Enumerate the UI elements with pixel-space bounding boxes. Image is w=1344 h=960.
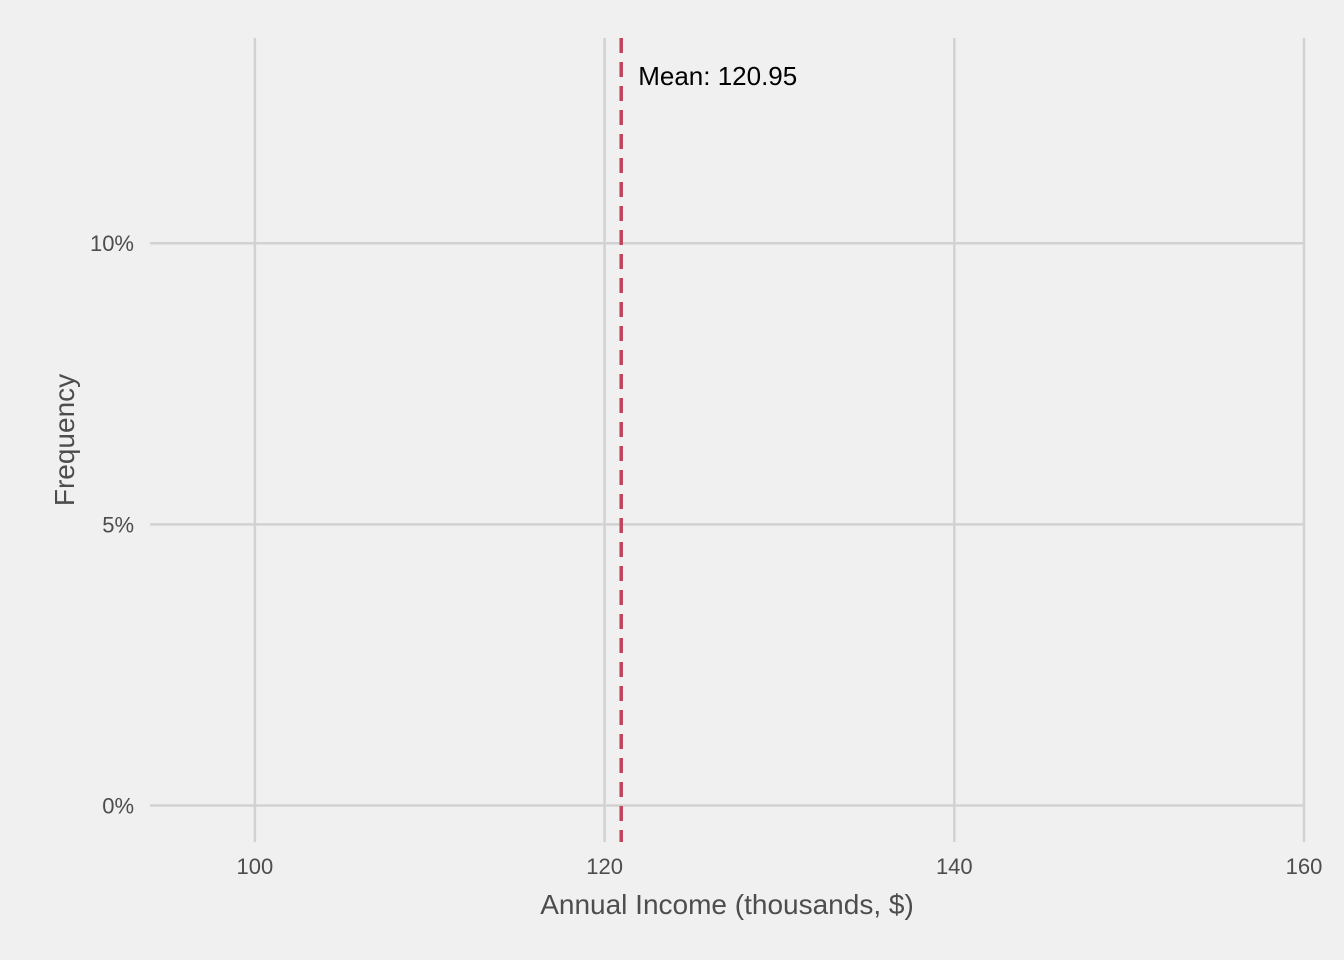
x-tick-label: 120 (586, 854, 623, 879)
y-axis-ticks: 0% 5% 10% (90, 231, 134, 818)
y-tick-label: 0% (102, 793, 134, 818)
grid-lines (150, 38, 1306, 842)
y-tick-label: 10% (90, 231, 134, 256)
x-tick-label: 100 (237, 854, 274, 879)
mean-reference: Mean: 120.95 (619, 38, 797, 842)
y-axis-title: Frequency (49, 374, 80, 506)
x-tick-label: 160 (1286, 854, 1323, 879)
x-tick-label: 140 (936, 854, 973, 879)
x-axis-ticks: 100 120 140 160 (237, 854, 1323, 879)
x-axis-title: Annual Income (thousands, $) (540, 889, 914, 920)
mean-label: Mean: 120.95 (638, 61, 797, 91)
y-tick-label: 5% (102, 512, 134, 537)
